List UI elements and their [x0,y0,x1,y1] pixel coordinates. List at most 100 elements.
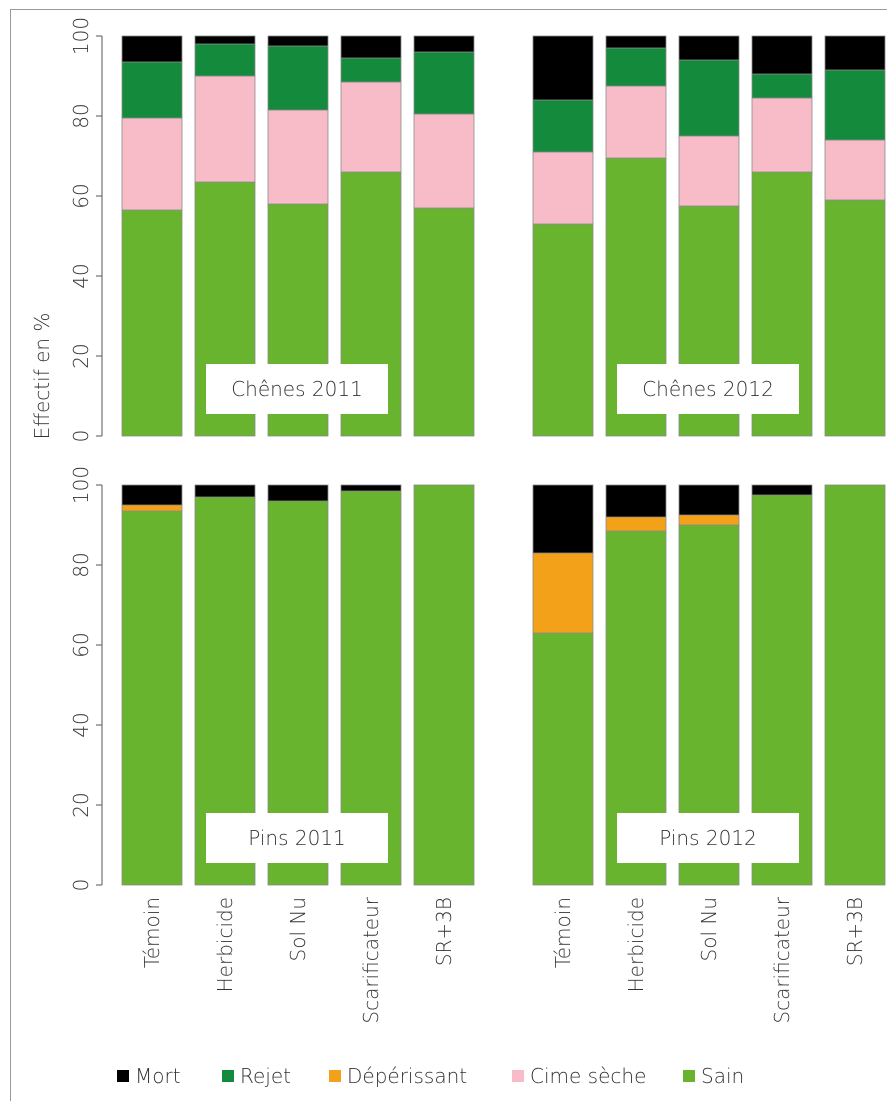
bar-segment-mort [194,35,256,45]
bar-segment-rejet [605,47,667,87]
bar-segment-rejet [121,61,183,119]
bar-segment-mort [267,484,329,502]
y-tick-label: 40 [69,712,93,737]
y-tick-label: 0 [69,879,93,892]
bar-segment-cime-s-che [605,85,667,159]
bar-segment-mort [340,35,402,59]
bar-segment-d-p-rissant [678,514,740,526]
legend-swatch [222,1070,234,1082]
bar-segment-mort [413,35,475,53]
legend-swatch [512,1070,524,1082]
bar-segment-mort [267,35,329,47]
y-tick-label: 20 [69,343,93,368]
bar-segment-mort [532,35,594,101]
bar-segment-mort [678,35,740,61]
bar-segment-mort [340,484,402,492]
chart-panel-1: 0 20 40 60 80 100 Chênes 2011 [69,17,475,443]
bar-segment-mort [678,484,740,516]
x-tick-label: Herbicide [624,897,648,992]
y-axis-title: Effectif en % [30,313,54,440]
bar-segment-d-p-rissant [605,516,667,532]
bar-segment-d-p-rissant [532,552,594,634]
bar-segment-sain [121,510,183,886]
x-tick-label: Herbicide [213,897,237,992]
y-tick-label: 100 [69,466,93,504]
x-tick-label: Scarificateur [359,896,383,1023]
bar-segment-mort [194,484,256,498]
bar-segment-rejet [267,45,329,111]
bar-segment-mort [751,484,813,496]
y-tick-label: 60 [69,183,93,208]
bar-segment-sain [413,484,475,886]
bar-segment-rejet [678,59,740,137]
bar-segment-rejet [413,51,475,115]
legend-label: Cime sèche [530,1064,646,1088]
bar-segment-cime-s-che [751,97,813,173]
legend-item: Rejet [222,1064,291,1088]
panel-title: Pins 2012 [659,826,757,850]
bar-segment-rejet [532,99,594,153]
panel-title-box [206,364,388,414]
x-tick-label: SR+3B [432,897,456,966]
bar-segment-rejet [751,73,813,99]
bar-segment-sain [824,484,886,886]
bar-segment-sain [532,632,594,886]
bar-segment-mort [532,484,594,554]
bar-segment-cime-s-che [194,75,256,183]
y-tick-label: 100 [69,17,93,55]
x-tick-label: SR+3B [843,897,867,966]
legend-label: Dépérissant [347,1064,467,1088]
panel-title-box [617,813,799,863]
legend-label: Mort [135,1064,181,1088]
chart-panel-2: Chênes 2012 [532,35,886,437]
legend-label: Sain [701,1064,744,1088]
legend-item: Mort [117,1064,181,1088]
bar-segment-cime-s-che [824,139,886,201]
bar-segment-d-p-rissant [121,504,183,512]
y-axis: 0 20 40 60 80 100 [69,466,103,892]
figure-frame [10,9,887,1101]
chart-panel-3: 0 20 40 60 80 100 Pins 2011 [69,466,475,892]
legend-item: Cime sèche [512,1064,646,1088]
chart-panel-4: Pins 2012 [532,484,886,886]
bar-segment-cime-s-che [532,151,594,225]
bar-segment-sain [121,209,183,437]
y-tick-label: 40 [69,263,93,288]
legend-swatch [329,1070,341,1082]
x-tick-label: Témoin [551,897,575,968]
bar-segment-mort [605,484,667,518]
panel-title-box [206,813,388,863]
bar-segment-rejet [194,43,256,77]
bar-segment-rejet [824,69,886,141]
bar-segment-mort [121,35,183,63]
bar-segment-cime-s-che [678,135,740,207]
legend-label: Rejet [240,1064,291,1088]
y-axis: 0 20 40 60 80 100 [69,17,103,443]
panel-title: Chênes 2011 [231,377,363,401]
legend-swatch [683,1070,695,1082]
legend-item: Sain [683,1064,744,1088]
bar-segment-sain [413,207,475,437]
panel-title: Pins 2011 [248,826,346,850]
panel-title: Chênes 2012 [642,377,774,401]
y-tick-label: 80 [69,103,93,128]
y-tick-label: 0 [69,430,93,443]
bar-segment-cime-s-che [267,109,329,205]
legend-item: Dépérissant [329,1064,467,1088]
bar-segment-mort [751,35,813,75]
bar-segment-mort [605,35,667,49]
bar-segment-sain [824,199,886,437]
x-tick-label: Scarificateur [770,896,794,1023]
bar-segment-sain [532,223,594,437]
bar-segment-rejet [340,57,402,83]
y-tick-label: 80 [69,552,93,577]
bar-segment-mort [121,484,183,506]
y-tick-label: 60 [69,632,93,657]
bar-segment-cime-s-che [340,81,402,173]
x-tick-label: Témoin [140,897,164,968]
bar-segment-mort [824,35,886,71]
x-tick-label: Sol Nu [697,897,721,961]
y-tick-label: 20 [69,792,93,817]
bar-segment-cime-s-che [413,113,475,209]
